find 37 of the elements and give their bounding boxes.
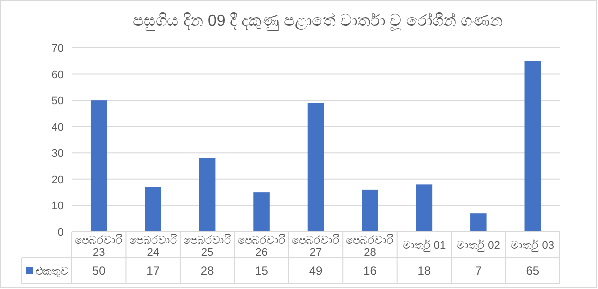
- data-label: 16: [364, 264, 378, 278]
- bar: [524, 61, 542, 232]
- y-tick-label: 10: [52, 200, 64, 213]
- bar: [90, 100, 108, 232]
- x-tick-label: මාර්තු 01: [402, 239, 446, 252]
- bar: [145, 187, 162, 232]
- x-tick-label: පෙබරවාරි 28: [346, 234, 394, 259]
- y-tick-label: 0: [58, 227, 64, 239]
- x-tick-label: පෙබරවාරි 24: [129, 234, 178, 259]
- x-tick-label: පෙබරවාරි 27: [292, 234, 340, 259]
- x-tick-label: මාර්තු 03: [511, 239, 555, 252]
- y-tick-label: 60: [52, 69, 64, 82]
- data-label: 18: [418, 264, 432, 278]
- bar: [308, 103, 324, 232]
- data-label: 15: [255, 264, 269, 278]
- data-label: 17: [146, 264, 160, 278]
- data-label: 65: [526, 264, 540, 278]
- x-tick-label: පෙබරවාරි 25: [184, 234, 232, 259]
- x-tick-label: පෙබරවාරි 26: [238, 234, 286, 259]
- bar: [470, 214, 487, 232]
- legend-label: එකතුව: [36, 266, 69, 278]
- bar: [254, 192, 270, 232]
- y-tick-label: 70: [52, 43, 64, 55]
- x-tick-label: මාර්තු 02: [457, 239, 500, 252]
- y-tick-label: 20: [52, 174, 64, 186]
- data-label: 49: [309, 264, 323, 278]
- y-tick-label: 30: [52, 148, 64, 160]
- data-label: 28: [200, 264, 215, 278]
- y-tick-label: 50: [52, 96, 64, 108]
- bar: [416, 184, 433, 232]
- bar: [362, 190, 378, 232]
- bar: [199, 158, 216, 232]
- data-label: 50: [92, 264, 106, 278]
- x-tick-label: පෙබරවාරි 23: [75, 234, 124, 259]
- data-label: 7: [475, 264, 482, 278]
- y-tick-label: 40: [52, 122, 64, 134]
- chart-title: පසුගිය දින 09 දී දකුණු පළාතේ වාර්තා වූ රෝගීන් ගණන: [133, 12, 503, 31]
